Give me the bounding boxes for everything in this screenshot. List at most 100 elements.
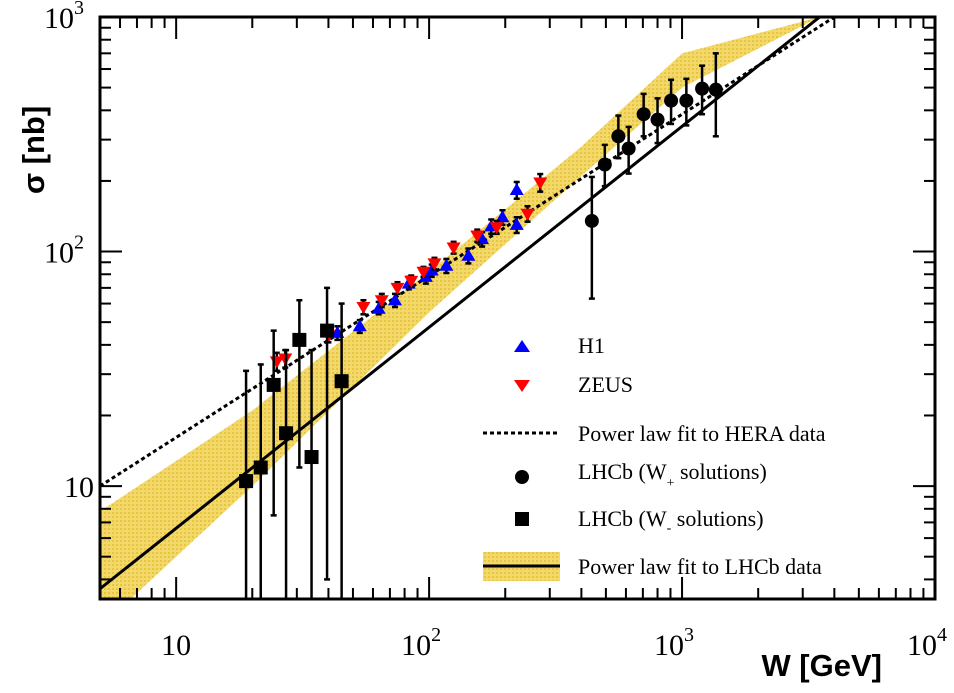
point-h1-7 [439, 257, 454, 275]
point-lhcb-minus-0 [239, 369, 254, 599]
x-tick-label: 102 [401, 624, 441, 662]
legend-label-lhcb-fit: Power law fit to LHCb data [578, 554, 822, 579]
marker [509, 217, 524, 230]
x-tick-base: 10 [161, 629, 191, 662]
x-tick-base: 10 [654, 629, 684, 662]
legend-label-h1: H1 [578, 333, 605, 358]
point-zeus-11 [489, 219, 504, 236]
marker [509, 182, 524, 195]
plot-frame [98, 15, 937, 601]
point-h1-1 [352, 318, 367, 335]
marker [708, 82, 723, 97]
x-tick-base: 10 [401, 629, 431, 662]
marker [650, 112, 665, 127]
marker [495, 210, 510, 223]
marker [404, 275, 419, 288]
marker [439, 258, 454, 271]
point-lhcb-minus-3 [279, 348, 294, 599]
point-lhcb-plus-9 [708, 52, 723, 138]
marker [387, 293, 402, 306]
marker [239, 474, 254, 489]
legend-label-zeus: ZEUS [578, 372, 633, 397]
point-zeus-6 [404, 274, 419, 288]
point-zeus-5 [390, 280, 405, 296]
point-lhcb-plus-6 [664, 78, 679, 126]
point-zeus-9 [446, 240, 461, 255]
legend-label-hera-fit: Power law fit to HERA data [578, 421, 826, 446]
point-lhcb-plus-5 [650, 97, 665, 145]
legend-marker-h1 [514, 340, 530, 352]
x-tick-exponent: 3 [684, 624, 694, 646]
legend: H1 ZEUS Power law fit to HERA data LHCb … [483, 333, 826, 581]
y-tick-label: 102 [44, 232, 84, 270]
marker [520, 208, 535, 221]
marker [533, 177, 548, 190]
marker [304, 450, 319, 465]
point-lhcb-plus-8 [695, 64, 710, 116]
marker [489, 222, 504, 235]
fit-line-lhcb [100, 17, 821, 590]
point-lhcb-plus-7 [679, 77, 694, 127]
marker [390, 282, 405, 295]
point-zeus-7 [416, 265, 431, 279]
point-lhcb-minus-1 [253, 363, 268, 599]
point-zeus-4 [374, 292, 389, 309]
marker [427, 258, 442, 271]
y-axis-title: σ [nb] [16, 106, 51, 194]
marker [253, 460, 268, 475]
marker [664, 93, 679, 108]
marker [611, 129, 626, 144]
marker [320, 323, 335, 338]
legend-lhcb-minus-suffix: solutions) [671, 506, 763, 531]
marker [374, 295, 389, 308]
point-lhcb-minus-4 [292, 298, 307, 469]
x-tick-label: 104 [907, 624, 947, 662]
legend-lhcb-plus-prefix: LHCb (W [578, 459, 667, 484]
y-tick-base: 10 [44, 2, 74, 35]
point-lhcb-plus-3 [621, 125, 636, 175]
marker [584, 213, 599, 228]
marker [334, 374, 349, 389]
x-tick-label: 103 [654, 624, 694, 662]
marker [416, 266, 431, 279]
marker [636, 107, 651, 122]
point-zeus-13 [533, 172, 548, 193]
x-tick-label: 10 [161, 629, 191, 662]
legend-label-lhcb-plus: LHCb (W+ solutions) [578, 459, 767, 491]
fit-band-lhcb [100, 17, 820, 599]
point-lhcb-plus-4 [636, 92, 651, 138]
point-lhcb-plus-2 [611, 114, 626, 160]
x-tick-exponent: 4 [937, 624, 947, 646]
legend-marker-lhcb-plus [515, 470, 529, 484]
point-h1-8 [461, 247, 476, 265]
point-zeus-3 [356, 298, 371, 316]
marker [597, 157, 612, 172]
point-lhcb-plus-1 [597, 143, 612, 188]
marker [695, 81, 710, 96]
legend-lhcb-minus-sub: - [667, 521, 672, 536]
point-lhcb-minus-2 [266, 329, 281, 517]
point-h1-12 [509, 216, 524, 235]
marker [446, 242, 461, 255]
y-tick-exponent: 2 [74, 232, 84, 254]
point-lhcb-minus-6 [320, 286, 335, 581]
marker [621, 141, 636, 156]
y-tick-base: 10 [64, 471, 94, 504]
legend-lhcb-plus-sub: + [667, 476, 675, 491]
point-lhcb-plus-0 [584, 175, 599, 300]
y-tick-label: 103 [44, 0, 84, 35]
x-tick-exponent: 2 [431, 624, 441, 646]
marker [461, 248, 476, 261]
y-tick-base: 10 [44, 237, 74, 270]
point-lhcb-minus-5 [304, 348, 319, 599]
point-h1-13 [509, 180, 524, 200]
legend-label-lhcb-minus: LHCb (W- solutions) [578, 506, 764, 536]
y-tick-label: 10 [64, 471, 94, 504]
legend-marker-zeus [514, 380, 530, 392]
marker [679, 93, 694, 108]
legend-lhcb-minus-prefix: LHCb (W [578, 506, 667, 531]
marker [371, 301, 386, 314]
legend-marker-lhcb-minus [515, 512, 529, 526]
